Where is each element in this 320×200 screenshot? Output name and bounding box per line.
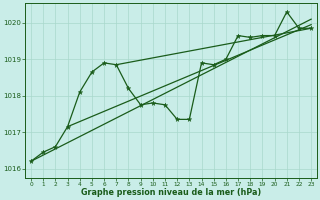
- X-axis label: Graphe pression niveau de la mer (hPa): Graphe pression niveau de la mer (hPa): [81, 188, 261, 197]
